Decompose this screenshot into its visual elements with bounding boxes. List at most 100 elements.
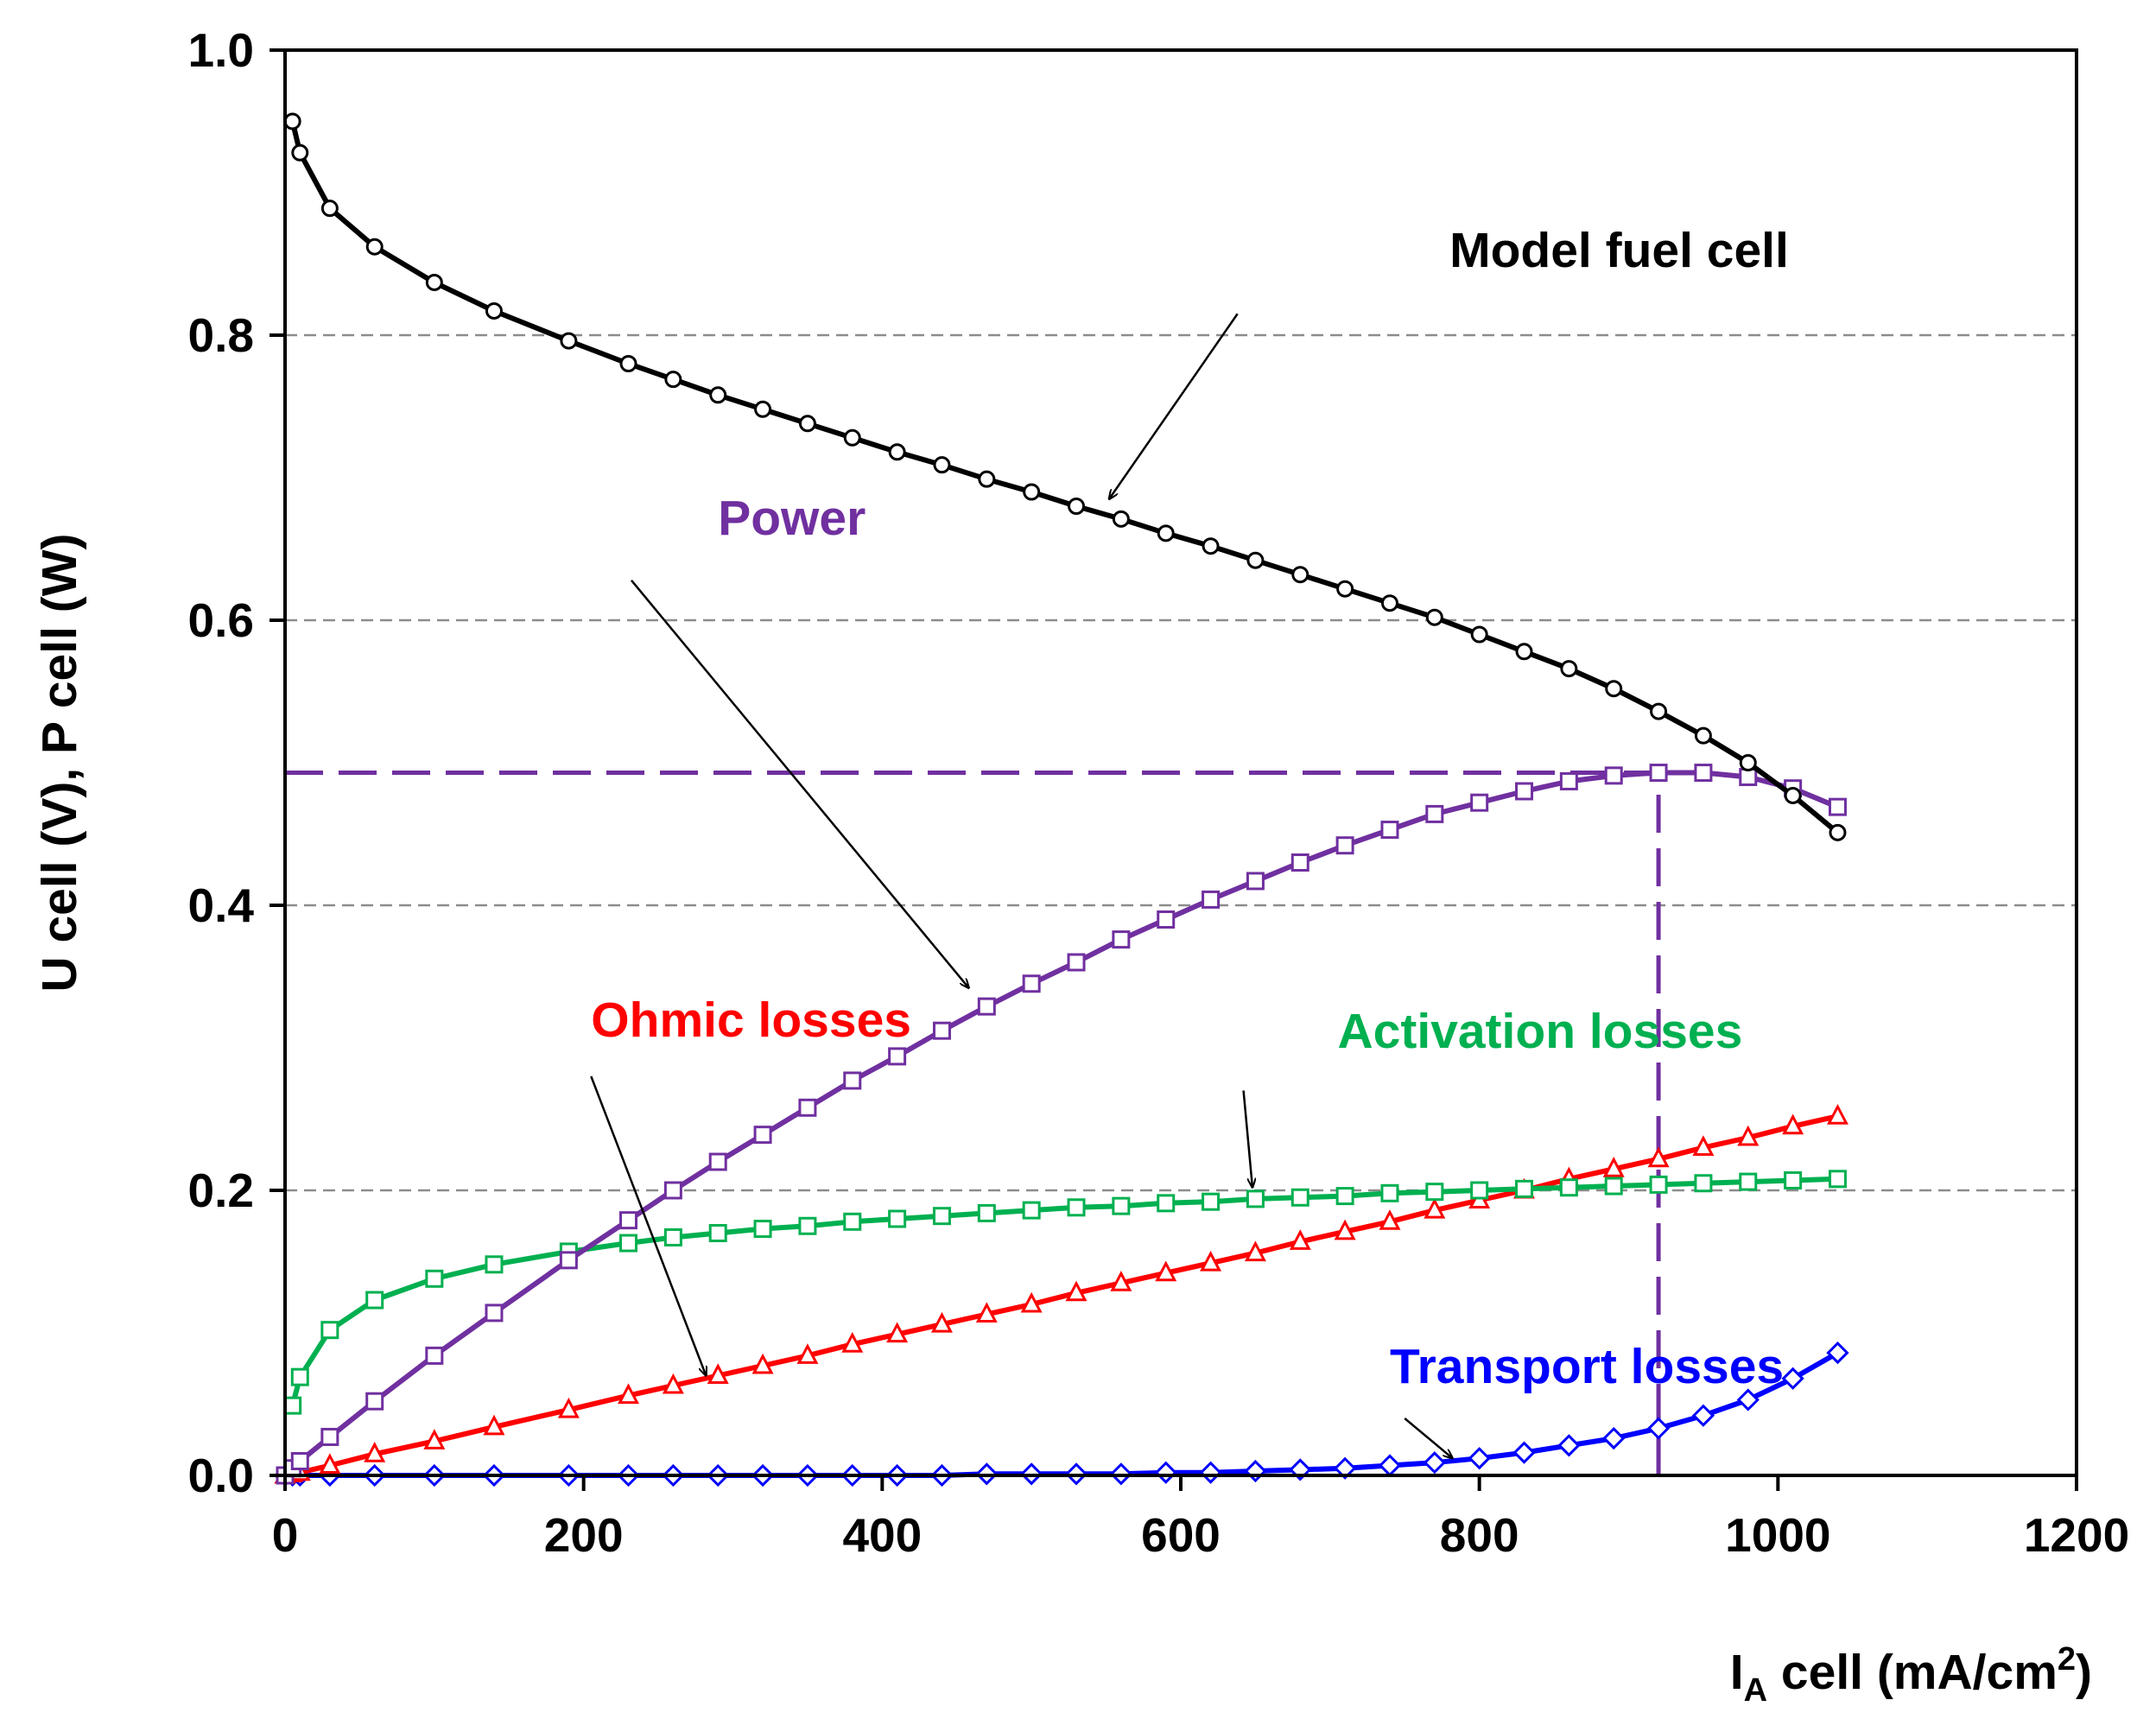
data-point bbox=[1425, 608, 1443, 626]
data-point bbox=[1739, 754, 1757, 771]
data-point bbox=[1470, 793, 1489, 812]
data-point bbox=[1291, 566, 1309, 584]
x-axis-title-superscript: 2 bbox=[2058, 1641, 2076, 1678]
data-point bbox=[365, 238, 384, 256]
x-axis-title: IA cell (mA/cm2) bbox=[1730, 1641, 2092, 1709]
data-point bbox=[1290, 1188, 1309, 1207]
data-point bbox=[425, 273, 443, 291]
data-point bbox=[1380, 1183, 1399, 1202]
data-point bbox=[1560, 660, 1578, 678]
data-point bbox=[1737, 1125, 1760, 1146]
data-point bbox=[754, 400, 772, 418]
x-axis-title-close: ) bbox=[2076, 1645, 2092, 1700]
data-point bbox=[796, 1343, 819, 1364]
data-point bbox=[618, 1383, 640, 1405]
annotation-arrow-ohmic-losses bbox=[590, 1075, 706, 1376]
data-point bbox=[1826, 1103, 1848, 1125]
data-point bbox=[1246, 1189, 1265, 1208]
data-point bbox=[283, 1396, 302, 1415]
data-point bbox=[1199, 1461, 1222, 1484]
tick-labels: 0 200 400 600 800 1000 1200 0.0 0.2 0.4 0.6 0.8 1.0 bbox=[188, 23, 2130, 1562]
data-point bbox=[1244, 1459, 1267, 1483]
data-point bbox=[425, 1269, 444, 1288]
data-point bbox=[753, 1220, 772, 1239]
x-tick-label: 800 bbox=[1440, 1508, 1519, 1562]
data-point bbox=[320, 1321, 339, 1340]
axes bbox=[270, 48, 2078, 1491]
data-point bbox=[1649, 1175, 1668, 1194]
series-power bbox=[276, 764, 1847, 1485]
data-point bbox=[423, 1429, 446, 1449]
gridlines bbox=[285, 333, 2077, 1192]
y-tick-label: 0.4 bbox=[188, 879, 255, 932]
data-point bbox=[1425, 1183, 1444, 1202]
data-point bbox=[933, 456, 951, 474]
data-point bbox=[1826, 1341, 1849, 1365]
data-point bbox=[485, 1255, 504, 1274]
data-point bbox=[364, 1442, 386, 1462]
data-point bbox=[619, 1211, 638, 1230]
data-point bbox=[1650, 702, 1668, 720]
data-point bbox=[320, 200, 339, 218]
data-point bbox=[1112, 1196, 1131, 1215]
data-point bbox=[1246, 872, 1265, 891]
data-point bbox=[708, 1224, 727, 1242]
max-power-reference-lines bbox=[285, 771, 1661, 1475]
data-point bbox=[1202, 537, 1220, 555]
data-point bbox=[1784, 786, 1802, 804]
data-point bbox=[1067, 1198, 1086, 1217]
data-point bbox=[1828, 797, 1847, 816]
data-point bbox=[888, 1209, 907, 1228]
data-point bbox=[1470, 625, 1488, 644]
series-ohmic-losses bbox=[274, 1103, 1848, 1484]
data-point bbox=[843, 1212, 862, 1231]
data-point bbox=[932, 1021, 951, 1040]
data-point bbox=[1157, 1194, 1176, 1213]
data-point bbox=[841, 1331, 864, 1353]
data-point bbox=[283, 112, 301, 130]
x-tick-label: 1000 bbox=[1725, 1508, 1830, 1562]
data-point bbox=[560, 332, 578, 350]
data-point bbox=[1694, 1174, 1713, 1193]
data-point bbox=[930, 1311, 953, 1333]
data-point bbox=[1289, 1229, 1311, 1250]
data-point bbox=[1649, 764, 1668, 783]
series-line-ohmic-losses bbox=[284, 1113, 1839, 1478]
data-point bbox=[1068, 498, 1086, 515]
data-point bbox=[843, 1071, 862, 1090]
data-point bbox=[1512, 1441, 1536, 1464]
data-point bbox=[886, 1322, 909, 1343]
annotation-arrow-activation-losses bbox=[1242, 1090, 1252, 1188]
data-point bbox=[1605, 680, 1623, 698]
x-tick-label: 600 bbox=[1141, 1508, 1221, 1562]
annotation-label-ohmic-losses: Ohmic losses bbox=[591, 993, 911, 1048]
data-point bbox=[1425, 804, 1444, 823]
data-point bbox=[1334, 1219, 1356, 1240]
data-point bbox=[1736, 1388, 1760, 1411]
data-point bbox=[1828, 1170, 1847, 1189]
data-point bbox=[1604, 766, 1623, 785]
data-point bbox=[1602, 1157, 1625, 1177]
annotation-label-power: Power bbox=[718, 491, 866, 546]
data-point bbox=[1470, 1181, 1489, 1200]
data-point bbox=[1157, 910, 1176, 929]
data-point bbox=[977, 1203, 996, 1222]
data-point bbox=[1694, 726, 1712, 745]
data-point bbox=[1200, 1250, 1222, 1272]
data-point bbox=[978, 470, 996, 488]
data-point bbox=[888, 443, 906, 461]
data-point bbox=[1557, 1434, 1581, 1457]
data-point bbox=[798, 1216, 817, 1235]
data-point bbox=[1829, 823, 1847, 841]
x-tick-label: 1200 bbox=[2024, 1508, 2129, 1562]
data-point bbox=[1335, 1187, 1354, 1206]
data-point bbox=[1333, 1456, 1357, 1480]
annotation-label-transport-losses: Transport losses bbox=[1390, 1339, 1784, 1394]
data-point bbox=[1112, 510, 1130, 528]
data-point bbox=[662, 1373, 684, 1394]
data-point bbox=[798, 1098, 817, 1117]
data-point bbox=[1378, 1454, 1402, 1477]
data-point bbox=[1380, 594, 1398, 612]
data-point bbox=[1559, 1178, 1578, 1197]
